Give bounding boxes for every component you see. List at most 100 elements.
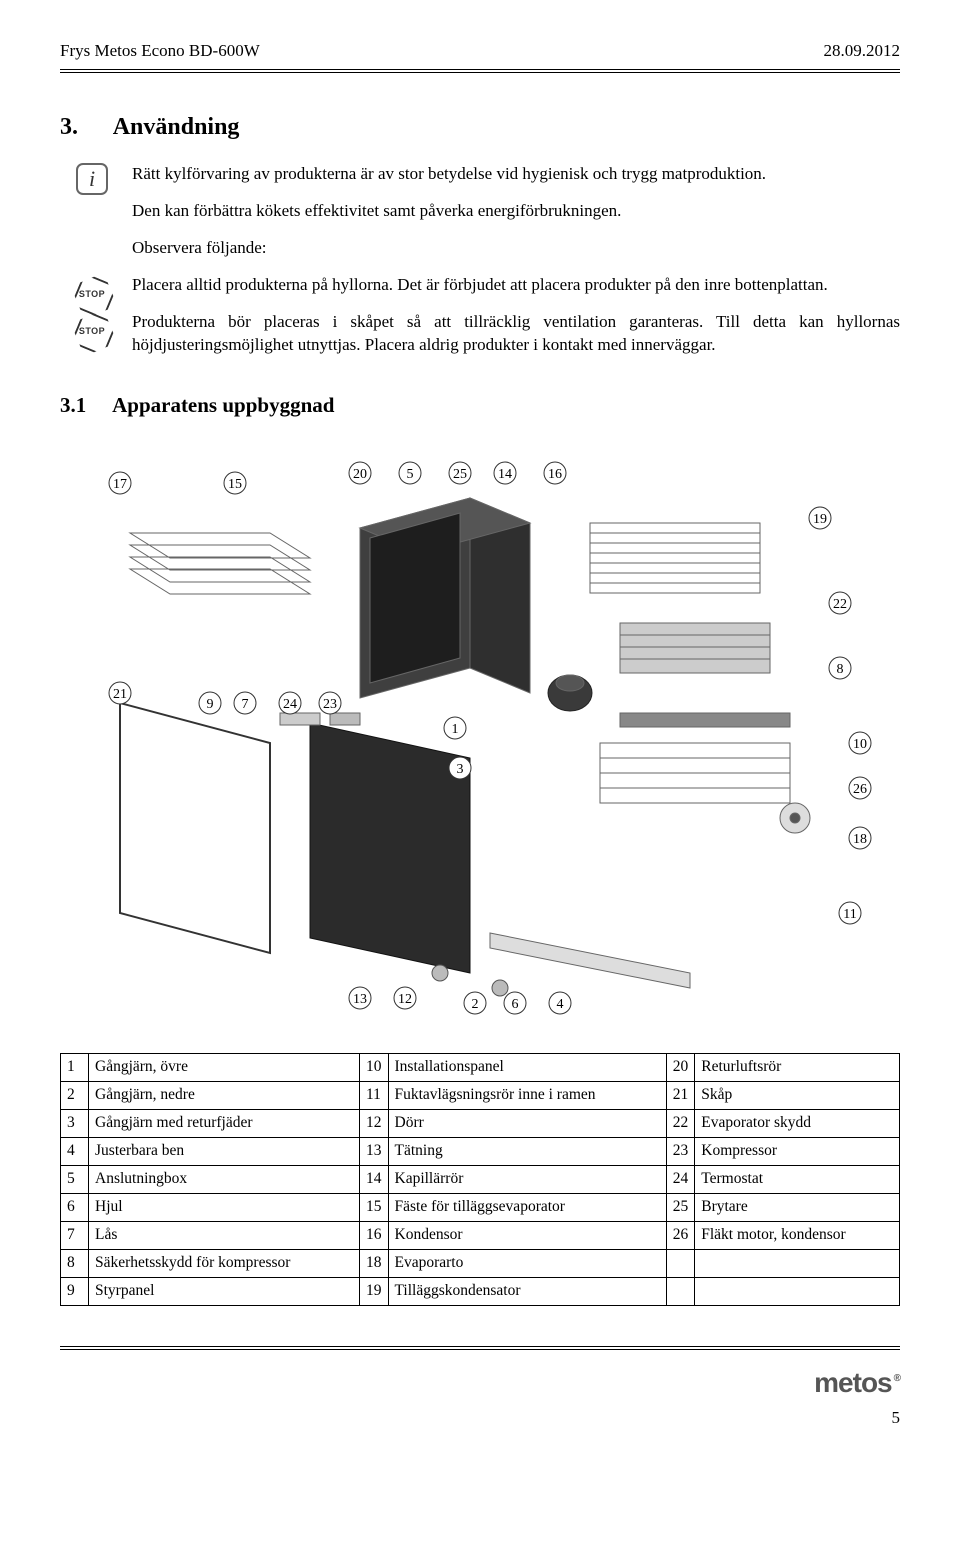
part-number: 2: [61, 1082, 89, 1110]
part-name: Brytare: [695, 1193, 900, 1221]
callout-13: 13: [349, 987, 371, 1009]
svg-text:25: 25: [453, 467, 467, 482]
callout-17: 17: [109, 472, 131, 494]
svg-text:20: 20: [353, 467, 367, 482]
info-icon-glyph: i: [76, 163, 108, 195]
part-number: [666, 1277, 695, 1305]
part-name: Fäste för tilläggsevaporator: [388, 1193, 666, 1221]
table-row: 2Gångjärn, nedre11Fuktavlägsningsrör inn…: [61, 1082, 900, 1110]
subsection-title: Apparatens uppbyggnad: [112, 393, 334, 417]
callout-18: 18: [849, 827, 871, 849]
part-name: Gångjärn, nedre: [89, 1082, 360, 1110]
info-icon: i: [70, 163, 114, 195]
callout-3: 3: [449, 757, 471, 779]
callout-12: 12: [394, 987, 416, 1009]
callout-5: 5: [399, 462, 421, 484]
part-name: Kondensor: [388, 1221, 666, 1249]
table-row: 4Justerbara ben13Tätning23Kompressor: [61, 1138, 900, 1166]
page-number: 5: [892, 1408, 901, 1427]
part-number: 9: [61, 1277, 89, 1305]
part-number: 24: [666, 1165, 695, 1193]
callout-23: 23: [319, 692, 341, 714]
part-name: Returluftsrör: [695, 1054, 900, 1082]
svg-text:3: 3: [457, 762, 464, 777]
part-name: Kapillärrör: [388, 1165, 666, 1193]
callout-21: 21: [109, 682, 131, 704]
paragraph: iRätt kylförvaring av produkterna är av …: [132, 163, 900, 186]
table-row: 7Lås16Kondensor26Fläkt motor, kondensor: [61, 1221, 900, 1249]
svg-text:8: 8: [837, 662, 844, 677]
svg-text:11: 11: [843, 907, 856, 922]
svg-text:13: 13: [353, 992, 367, 1007]
paragraph-text: Placera alltid produkterna på hyllorna. …: [132, 275, 828, 294]
table-row: 3Gångjärn med returfjäder12Dörr22Evapora…: [61, 1110, 900, 1138]
part-name: Hjul: [89, 1193, 360, 1221]
paragraph-text: Den kan förbättra kökets effektivitet sa…: [132, 201, 621, 220]
header-rule-1: [60, 69, 900, 70]
stop-icon-label: STOP: [79, 325, 105, 337]
part-number: 10: [360, 1054, 389, 1082]
svg-text:7: 7: [242, 697, 249, 712]
part-number: 6: [61, 1193, 89, 1221]
part-number: 19: [360, 1277, 389, 1305]
callout-7: 7: [234, 692, 256, 714]
paragraph: Den kan förbättra kökets effektivitet sa…: [132, 200, 900, 223]
part-number: 25: [666, 1193, 695, 1221]
svg-text:10: 10: [853, 737, 867, 752]
callout-6: 6: [504, 992, 526, 1014]
header-rule-2: [60, 72, 900, 73]
part-number: 23: [666, 1138, 695, 1166]
callout-16: 16: [544, 462, 566, 484]
section-number: 3.: [60, 111, 108, 143]
svg-text:4: 4: [557, 997, 564, 1012]
part-number: 14: [360, 1165, 389, 1193]
part-name: Termostat: [695, 1165, 900, 1193]
page-header: Frys Metos Econo BD-600W 28.09.2012: [60, 40, 900, 63]
part-number: 21: [666, 1082, 695, 1110]
registered-mark: ®: [894, 1373, 900, 1384]
callout-15: 15: [224, 472, 246, 494]
part-number: 7: [61, 1221, 89, 1249]
part-number: 12: [360, 1110, 389, 1138]
paragraph: Observera följande:: [132, 237, 900, 260]
part-number: 8: [61, 1249, 89, 1277]
part-name: Skåp: [695, 1082, 900, 1110]
part-name: Evaporarto: [388, 1249, 666, 1277]
footer: metos® 5: [60, 1346, 900, 1431]
section-body: iRätt kylförvaring av produkterna är av …: [132, 163, 900, 357]
svg-text:22: 22: [833, 597, 847, 612]
svg-text:16: 16: [548, 467, 562, 482]
paragraph: STOPProdukterna bör placeras i skåpet så…: [132, 311, 900, 357]
part-number: 16: [360, 1221, 389, 1249]
part-number: 11: [360, 1082, 389, 1110]
callout-26: 26: [849, 777, 871, 799]
svg-text:17: 17: [113, 477, 127, 492]
svg-text:12: 12: [398, 992, 412, 1007]
svg-text:19: 19: [813, 512, 827, 527]
part-name: Tätning: [388, 1138, 666, 1166]
table-row: 1Gångjärn, övre10Installationspanel20Ret…: [61, 1054, 900, 1082]
callout-24: 24: [279, 692, 301, 714]
paragraph-text: Produkterna bör placeras i skåpet så att…: [132, 312, 900, 354]
callout-4: 4: [549, 992, 571, 1014]
paragraph-text: Observera följande:: [132, 238, 267, 257]
table-row: 8Säkerhetsskydd för kompressor18Evaporar…: [61, 1249, 900, 1277]
part-name: Anslutningbox: [89, 1165, 360, 1193]
callout-2: 2: [464, 992, 486, 1014]
paragraph: STOPPlacera alltid produkterna på hyllor…: [132, 274, 900, 297]
paragraph-text: Rätt kylförvaring av produkterna är av s…: [132, 164, 766, 183]
part-name: Styrpanel: [89, 1277, 360, 1305]
part-name: Kompressor: [695, 1138, 900, 1166]
part-number: 20: [666, 1054, 695, 1082]
part-name: Dörr: [388, 1110, 666, 1138]
part-name: Installationspanel: [388, 1054, 666, 1082]
brand-logo: metos®: [814, 1364, 900, 1402]
part-number: 4: [61, 1138, 89, 1166]
svg-text:1: 1: [452, 722, 459, 737]
callout-14: 14: [494, 462, 516, 484]
stop-icon-label: STOP: [79, 288, 105, 300]
part-number: 15: [360, 1193, 389, 1221]
table-row: 6Hjul15Fäste för tilläggsevaporator25Bry…: [61, 1193, 900, 1221]
svg-text:6: 6: [512, 997, 519, 1012]
callout-1: 1: [444, 717, 466, 739]
